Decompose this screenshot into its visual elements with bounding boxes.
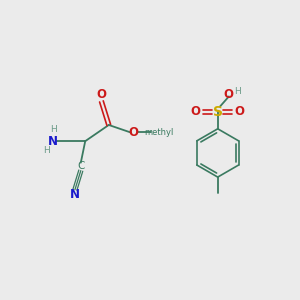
- Text: N: N: [70, 188, 80, 201]
- Text: O: O: [129, 126, 139, 139]
- Text: O: O: [223, 88, 233, 101]
- Text: O: O: [190, 105, 201, 118]
- Text: O: O: [96, 88, 106, 101]
- Text: N: N: [48, 135, 58, 148]
- Text: S: S: [213, 105, 223, 119]
- Text: H: H: [234, 87, 241, 96]
- Text: methyl: methyl: [144, 128, 173, 137]
- Text: H: H: [43, 146, 50, 155]
- Text: O: O: [235, 105, 245, 118]
- Text: C: C: [77, 161, 85, 171]
- Text: H: H: [50, 125, 57, 134]
